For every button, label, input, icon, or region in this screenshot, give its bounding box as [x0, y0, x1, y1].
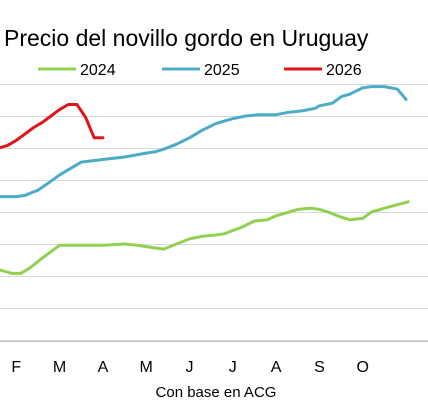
x-tick-label: F [11, 359, 21, 376]
series-line-2025 [0, 85, 408, 199]
x-tick-label: A [98, 359, 109, 376]
x-tick-label: O [356, 359, 368, 376]
x-tick-label: M [53, 359, 66, 376]
x-tick-label: M [140, 359, 153, 376]
legend: 2024 2025 2026 [38, 62, 362, 79]
chart-title: Precio del novillo gordo en Uruguay [4, 25, 369, 51]
legend-label-2026: 2026 [326, 62, 362, 79]
legend-label-2024: 2024 [80, 62, 116, 79]
x-tick-label: J [186, 359, 194, 376]
series-line-2026 [0, 103, 105, 150]
series [0, 85, 410, 275]
legend-label-2025: 2025 [204, 62, 240, 79]
series-line-2024 [0, 200, 410, 275]
x-tick-label: S [314, 359, 325, 376]
x-tick-label: A [271, 359, 282, 376]
x-axis-label: Con base en ACG [156, 384, 277, 400]
x-tick-label: J [229, 359, 237, 376]
